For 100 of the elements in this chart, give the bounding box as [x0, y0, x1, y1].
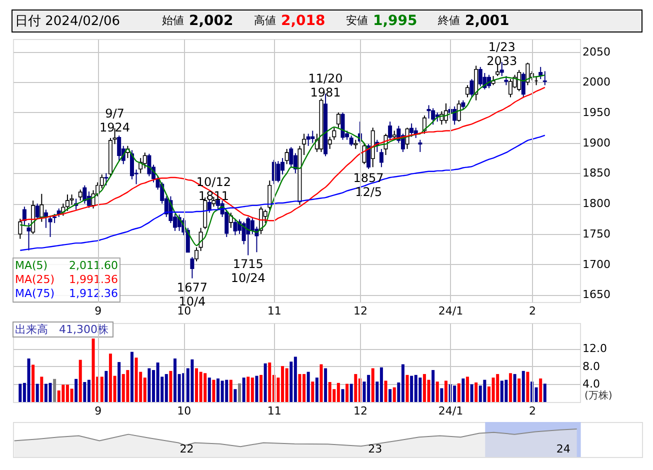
candlestick — [452, 106, 457, 126]
bar — [414, 374, 418, 402]
bar — [320, 364, 323, 402]
candlestick — [207, 199, 212, 214]
candlestick — [35, 203, 40, 220]
bar — [169, 370, 172, 402]
text: 高値 2,018 — [254, 13, 326, 29]
bar — [466, 376, 469, 402]
text: MA(75) 1,912.36 — [15, 287, 118, 300]
bar — [92, 338, 95, 402]
bar — [74, 378, 78, 402]
bar — [216, 378, 220, 402]
text: 始値 2,002 — [162, 13, 234, 29]
y-tick-label: 1900 — [582, 136, 610, 150]
bar — [384, 380, 388, 402]
bar — [444, 380, 448, 402]
bar — [126, 370, 130, 402]
x-tick-label: 24/1 — [438, 404, 464, 418]
bar — [18, 384, 22, 402]
x-tick-label: 11 — [267, 404, 282, 418]
x-tick-label: 9 — [94, 304, 102, 318]
bar — [406, 374, 409, 402]
x-tick-label: 12 — [353, 304, 368, 318]
candlestick — [362, 142, 366, 165]
candlestick — [542, 70, 547, 86]
bar — [250, 378, 254, 402]
candlestick — [104, 172, 108, 186]
bar — [311, 382, 314, 402]
x-tick-label: 10 — [177, 404, 192, 418]
candlestick — [82, 184, 87, 204]
bar — [336, 382, 340, 402]
x-tick-label: 24/1 — [438, 304, 464, 318]
bar — [164, 374, 168, 402]
bar — [350, 384, 353, 402]
bar — [298, 374, 302, 402]
bar — [341, 389, 344, 402]
bar — [264, 363, 267, 402]
bar — [504, 380, 508, 402]
bar — [268, 362, 272, 402]
bar — [418, 378, 422, 402]
bar — [255, 376, 258, 402]
annotation: 1715 10/24 — [230, 257, 266, 286]
bar — [346, 384, 349, 402]
x-tick-label: 10 — [177, 304, 192, 318]
bar — [496, 374, 500, 402]
bar — [220, 380, 224, 402]
bar — [40, 376, 44, 402]
candlestick — [431, 108, 436, 126]
candlestick — [310, 130, 315, 144]
bar — [234, 389, 237, 402]
candlestick — [142, 152, 147, 169]
candlestick — [366, 144, 371, 170]
annotation: 1857 12/5 — [353, 170, 384, 199]
bar — [436, 382, 439, 402]
bar — [36, 384, 39, 402]
x-tick-label: 9 — [94, 404, 102, 418]
x-tick-label: 2 — [528, 304, 536, 318]
bar — [225, 380, 228, 402]
candlestick — [86, 190, 91, 208]
candlestick — [268, 180, 272, 210]
bar — [432, 370, 435, 402]
bar — [260, 374, 263, 402]
bar — [380, 367, 383, 402]
candlestick — [422, 115, 426, 134]
bar — [324, 368, 328, 402]
x-tick-label: 12 — [353, 404, 368, 418]
bar — [27, 358, 30, 402]
candlestick — [70, 194, 74, 206]
candlestick — [40, 193, 44, 222]
bar — [508, 373, 512, 402]
candlestick — [461, 100, 466, 110]
x-tick-label: 24 — [556, 442, 570, 456]
bar — [78, 360, 82, 402]
y-tick-label: 1850 — [582, 166, 610, 180]
candlestick — [349, 135, 354, 146]
candlestick — [190, 256, 194, 279]
bar — [199, 372, 202, 402]
bar — [53, 378, 56, 402]
bar — [518, 378, 521, 402]
candlestick — [388, 121, 392, 140]
y-tick-label: 1800 — [582, 197, 610, 210]
bar — [457, 383, 460, 402]
bar — [522, 370, 525, 402]
bar — [294, 356, 297, 402]
bar — [388, 389, 392, 402]
candlestick — [354, 139, 358, 150]
x-tick-label: 22 — [180, 442, 194, 456]
bar — [134, 358, 138, 402]
bar — [62, 384, 65, 402]
candlestick — [284, 148, 289, 165]
candlestick — [336, 112, 340, 128]
annotation: 11/20 1981 — [308, 72, 343, 100]
bar — [539, 378, 542, 402]
annotation: 9/7 1924 — [100, 106, 130, 134]
y-tick-label: 1750 — [582, 227, 610, 240]
bar — [500, 380, 504, 402]
candlestick — [340, 112, 345, 140]
bar — [440, 388, 444, 402]
annotation: 1/23 2033 — [486, 40, 518, 68]
y-tick-label: 1650 — [582, 288, 610, 302]
